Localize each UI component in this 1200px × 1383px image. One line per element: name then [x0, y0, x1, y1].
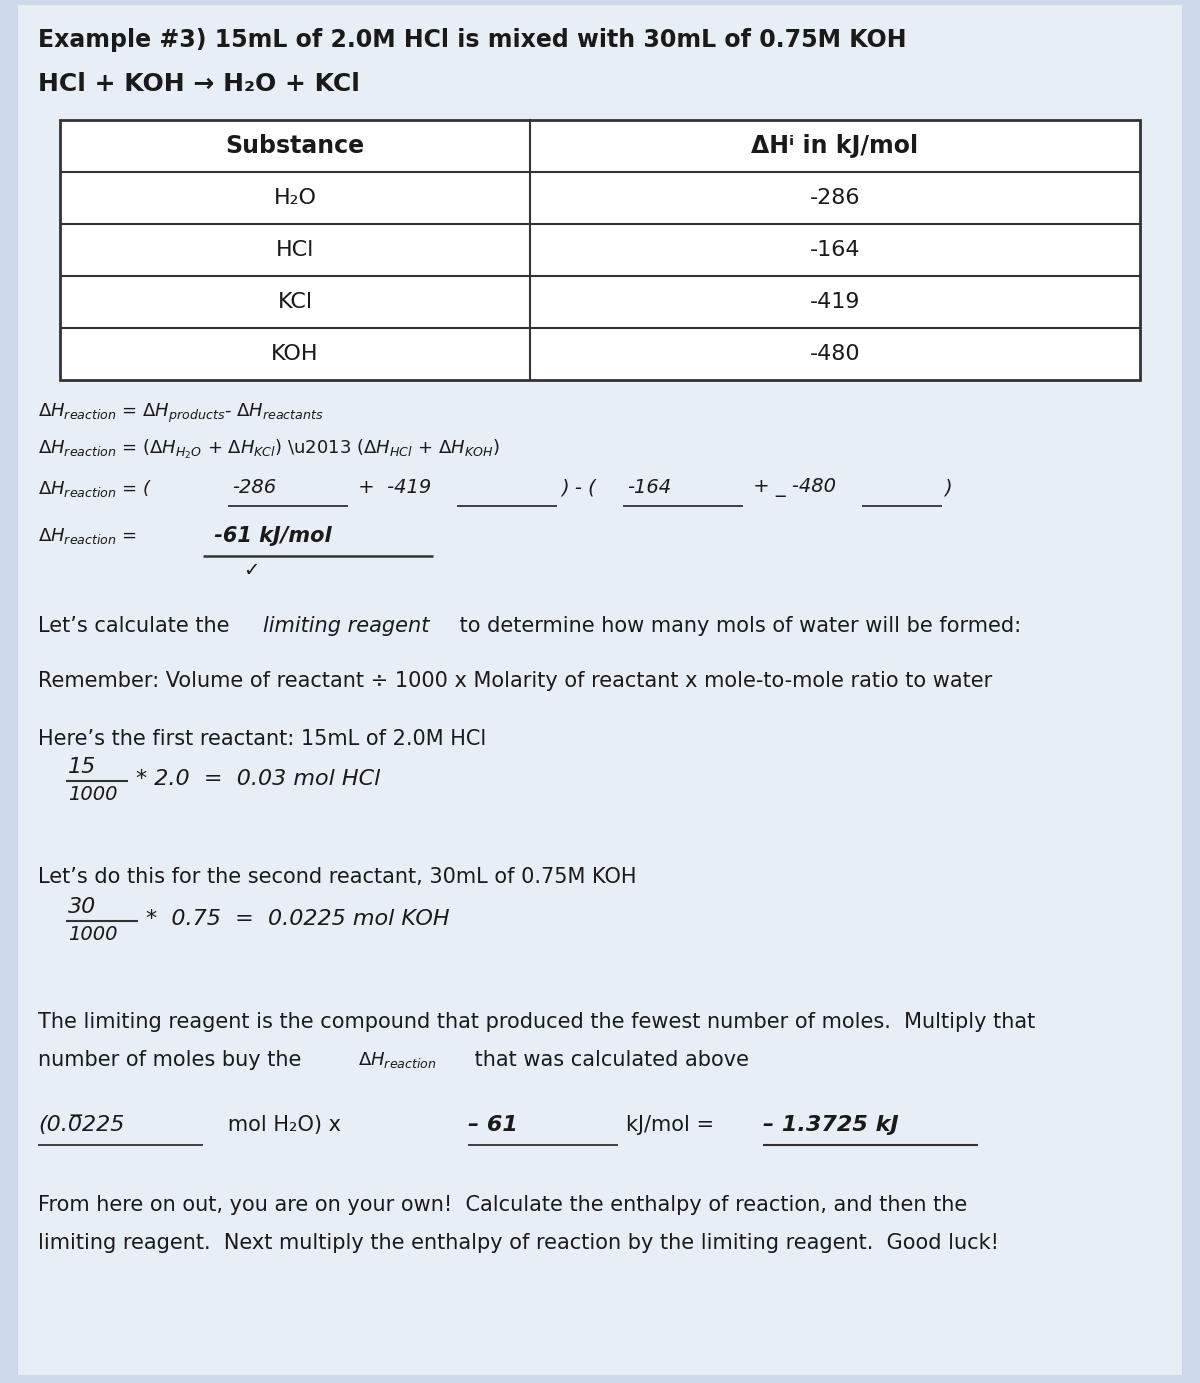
Text: The limiting reagent is the compound that produced the fewest number of moles.  : The limiting reagent is the compound tha… [38, 1012, 1036, 1032]
Text: limiting reagent: limiting reagent [263, 615, 430, 636]
FancyBboxPatch shape [18, 6, 1182, 1375]
Text: $\Delta H_{reaction}$ = (: $\Delta H_{reaction}$ = ( [38, 479, 152, 499]
Text: KCl: KCl [277, 292, 312, 313]
Text: -61 kJ/mol: -61 kJ/mol [208, 526, 331, 546]
Text: $\Delta H_{reaction}$ = ($\Delta H_{H_2O}$ + $\Delta H_{KCl}$) \u2013 ($\Delta H: $\Delta H_{reaction}$ = ($\Delta H_{H_2O… [38, 438, 499, 461]
Text: Here’s the first reactant: 15mL of 2.0M HCl: Here’s the first reactant: 15mL of 2.0M … [38, 729, 486, 750]
Text: – 1.3725 kJ: – 1.3725 kJ [763, 1115, 899, 1135]
Text: -164: -164 [810, 241, 860, 260]
Text: Let’s calculate the: Let’s calculate the [38, 615, 236, 636]
Text: to determine how many mols of water will be formed:: to determine how many mols of water will… [454, 615, 1021, 636]
Text: From here on out, you are on your own!  Calculate the enthalpy of reaction, and : From here on out, you are on your own! C… [38, 1195, 967, 1216]
Text: Let’s do this for the second reactant, 30mL of 0.75M KOH: Let’s do this for the second reactant, 3… [38, 867, 636, 887]
FancyBboxPatch shape [60, 120, 1140, 380]
Text: (0.0̅225: (0.0̅225 [38, 1115, 125, 1135]
Text: that was calculated above: that was calculated above [468, 1050, 749, 1070]
Text: ): ) [944, 479, 952, 496]
Text: $\Delta H_{reaction}$: $\Delta H_{reaction}$ [358, 1050, 437, 1070]
Text: HCl: HCl [276, 241, 314, 260]
Text: ✓: ✓ [242, 561, 259, 579]
Text: number of moles buy the: number of moles buy the [38, 1050, 308, 1070]
Text: H₂O: H₂O [274, 188, 317, 207]
Text: 15: 15 [68, 757, 96, 777]
Text: kJ/mol =: kJ/mol = [626, 1115, 721, 1135]
Text: KOH: KOH [271, 344, 319, 364]
Text: -286: -286 [232, 479, 276, 496]
Text: -164: -164 [628, 479, 671, 496]
Text: Substance: Substance [226, 134, 365, 158]
Text: limiting reagent.  Next multiply the enthalpy of reaction by the limiting reagen: limiting reagent. Next multiply the enth… [38, 1234, 998, 1253]
Text: +  -419: + -419 [352, 479, 431, 496]
Text: – 61: – 61 [468, 1115, 518, 1135]
Text: mol H₂O) x: mol H₂O) x [208, 1115, 348, 1135]
Text: $\Delta H_{reaction}$ =: $\Delta H_{reaction}$ = [38, 526, 139, 546]
Text: Example #3) 15mL of 2.0M HCl is mixed with 30mL of 0.75M KOH: Example #3) 15mL of 2.0M HCl is mixed wi… [38, 28, 906, 53]
Text: *  0.75  =  0.0225 mol KOH: * 0.75 = 0.0225 mol KOH [146, 909, 450, 929]
Text: -286: -286 [810, 188, 860, 207]
Text: 1000: 1000 [68, 925, 118, 945]
Text: ) - (: ) - ( [562, 479, 595, 496]
Text: HCl + KOH → H₂O + KCl: HCl + KOH → H₂O + KCl [38, 72, 360, 95]
Text: Remember: Volume of reactant ÷ 1000 x Molarity of reactant x mole-to-mole ratio : Remember: Volume of reactant ÷ 1000 x Mo… [38, 671, 992, 692]
Text: -480: -480 [810, 344, 860, 364]
Text: -419: -419 [810, 292, 860, 313]
Text: $\Delta H_{reaction}$ = $\Delta H_{products}$- $\Delta H_{reactants}$: $\Delta H_{reaction}$ = $\Delta H_{produ… [38, 402, 324, 425]
Text: 30: 30 [68, 898, 96, 917]
Text: 1000: 1000 [68, 786, 118, 804]
Text: ΔHⁱ in kJ/mol: ΔHⁱ in kJ/mol [751, 134, 918, 158]
Text: * 2.0  =  0.03 mol HCl: * 2.0 = 0.03 mol HCl [136, 769, 380, 788]
Text: + _ -480: + _ -480 [746, 479, 836, 496]
